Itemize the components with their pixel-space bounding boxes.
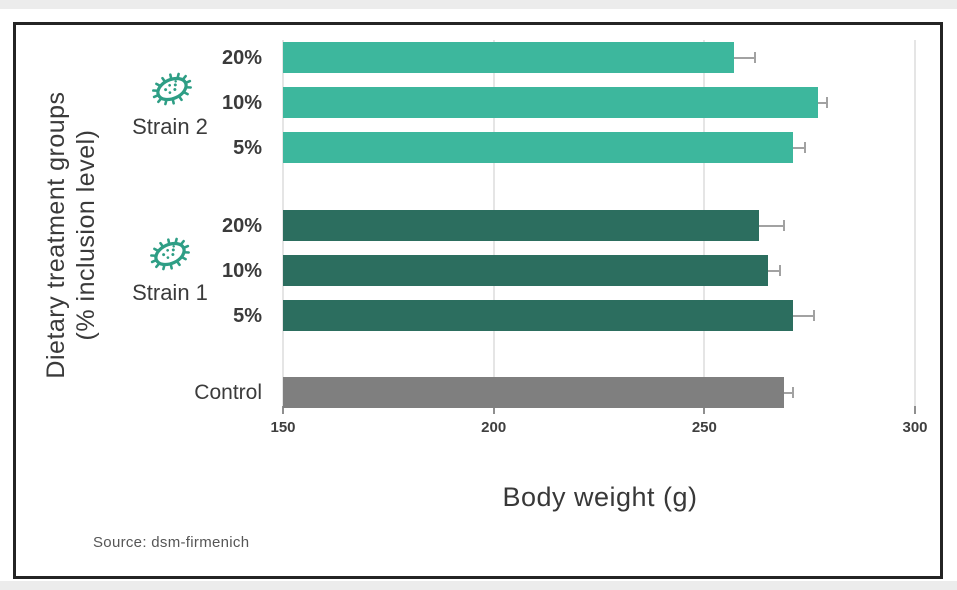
- x-tick-label: 300: [902, 419, 928, 436]
- row-label: Control: [194, 380, 262, 404]
- group-label-strain-1: Strain 1: [132, 280, 208, 305]
- row-label: 20%: [221, 46, 262, 69]
- error-bar: [792, 314, 814, 317]
- error-bar: [759, 224, 785, 227]
- error-bar-cap: [825, 97, 828, 108]
- error-bar-cap: [779, 265, 782, 276]
- row-label: 20%: [221, 214, 262, 237]
- axis-tick: [282, 406, 284, 414]
- bar: [283, 255, 768, 286]
- row-label: 5%: [233, 304, 262, 327]
- y-axis-label-line1: Dietary treatment groups: [42, 91, 70, 379]
- bar: [283, 210, 760, 241]
- row-label: 10%: [221, 91, 262, 114]
- axis-tick: [703, 406, 706, 414]
- error-bar: [767, 269, 781, 272]
- axis-tick: [492, 406, 495, 414]
- bar: [283, 300, 793, 331]
- error-bar-cap: [804, 142, 807, 153]
- error-bar-cap: [791, 387, 794, 398]
- axis-tick: [914, 406, 916, 414]
- x-axis-label: Body weight (g): [502, 482, 698, 512]
- page-bottom-strip: [0, 581, 957, 590]
- bar: [283, 87, 819, 118]
- bar: [283, 42, 734, 73]
- error-bar: [818, 101, 827, 104]
- bar: [283, 132, 793, 163]
- group-label-strain-2: Strain 2: [132, 114, 208, 139]
- y-axis-label-line2: (% inclusion level): [72, 129, 100, 341]
- x-tick-label: 250: [691, 419, 717, 436]
- page-top-strip: [0, 0, 957, 9]
- row-labels: 20% 10% 5% 20% 10% 5% Control: [162, 0, 262, 590]
- error-bar: [784, 391, 793, 394]
- row-label: 5%: [233, 136, 262, 159]
- y-axis-label: Dietary treatment groups (% inclusion le…: [41, 20, 103, 450]
- error-bar: [792, 146, 806, 149]
- error-bar-cap: [783, 220, 786, 231]
- error-bar: [733, 56, 755, 59]
- error-bar-cap: [812, 310, 815, 321]
- row-label: 10%: [221, 259, 262, 282]
- bar: [283, 377, 785, 408]
- x-tick-label: 150: [270, 419, 296, 436]
- plot-area: 150 200 250 300: [270, 30, 928, 450]
- x-tick-label: 200: [481, 419, 507, 436]
- error-bar-cap: [753, 52, 756, 63]
- gridline: [914, 40, 916, 408]
- source-note: Source: dsm-firmenich: [93, 534, 250, 551]
